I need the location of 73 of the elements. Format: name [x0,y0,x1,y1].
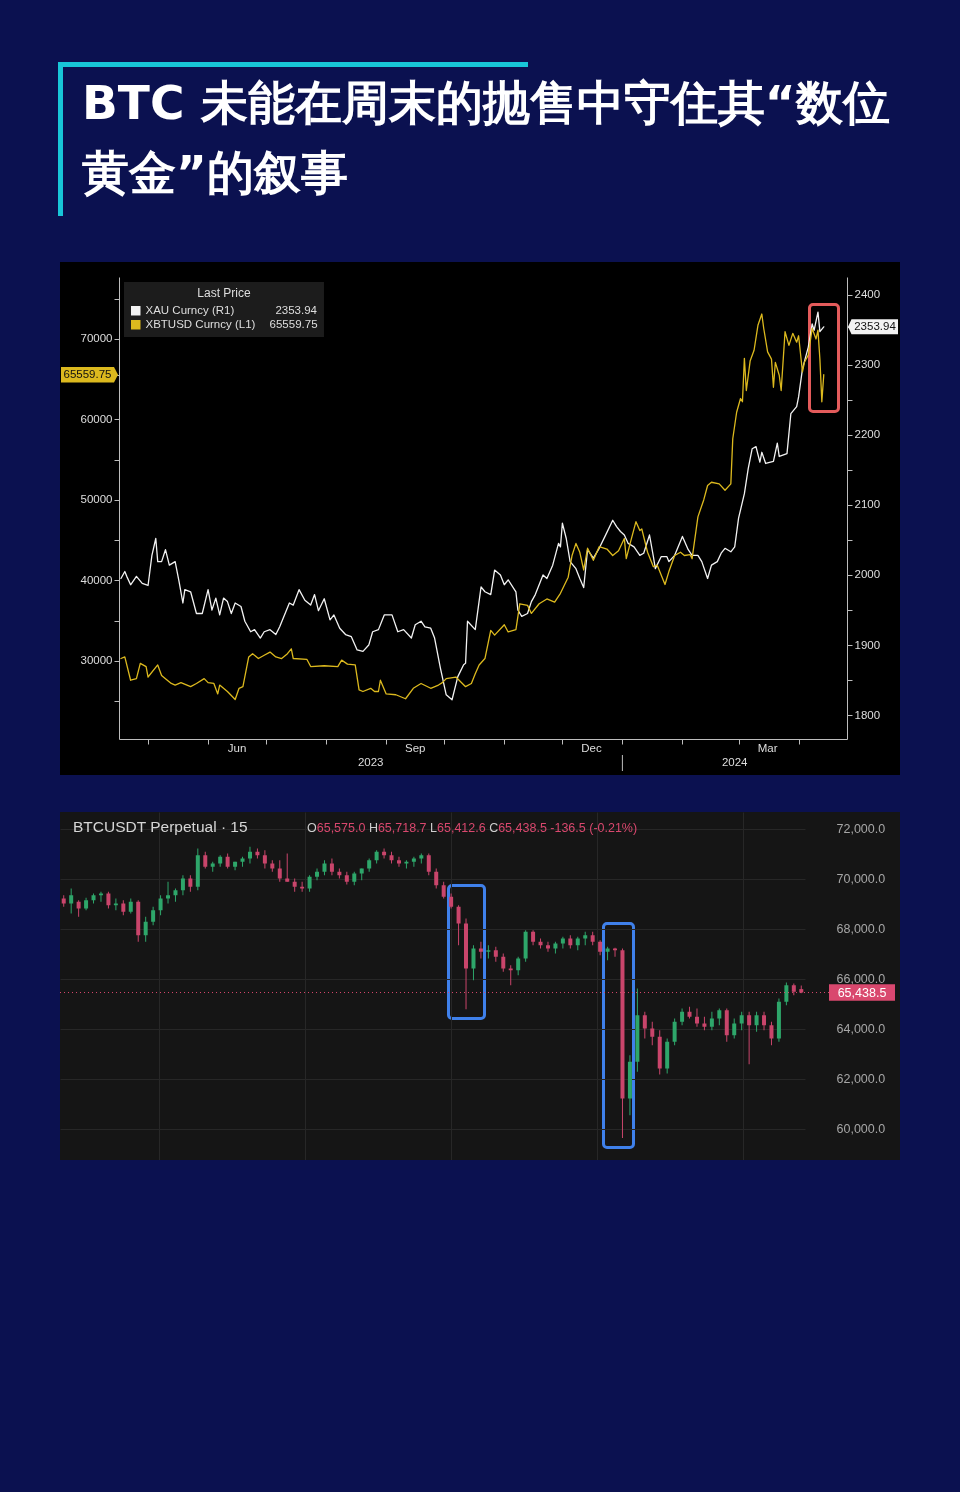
candlestick [151,906,156,926]
y2-tick-label: 2000 [854,568,881,581]
y2-tick-label: 2300 [854,358,881,371]
y-tick-label: 66,000.0 [836,972,886,986]
candlestick [694,1008,699,1028]
candlestick [262,849,267,869]
legend-title: Last Price [197,286,251,300]
candlestick [300,881,305,893]
candlestick [732,1018,737,1039]
candlestick [560,936,565,949]
candlestick [471,944,476,981]
legend-label: XAU Curncy (R1) [145,303,235,316]
candlestick [545,941,550,953]
chart-title: BTC 未能在周末的抛售中守住其“数位黄金”的叙事 [58,62,897,216]
candlestick [285,853,290,883]
y-tick-label: 62,000.0 [836,1072,886,1086]
candlestick [329,858,334,876]
annotation: O65,575.0 H65,718.7 L65,412.6 C65,438.5 -136.5 (-0.21%) [307,821,638,835]
y2-tick-label: 2200 [854,428,881,441]
candlestick [247,846,252,864]
y2-tick-label: 2353.94 [854,319,897,332]
candlestick [478,941,483,959]
candlestick [180,874,185,896]
candlestick [426,853,431,876]
candlestick [754,1011,759,1033]
y2-tick-label: 2400 [854,288,881,301]
y2-tick-label: 1800 [854,708,881,721]
candlestick [396,856,401,868]
candlestick [672,1018,677,1046]
candlestick [143,916,148,943]
ref-line-label: 65,438.5 [837,985,887,1000]
candlestick [69,888,74,914]
candlestick [739,1011,744,1031]
y2-tick-label: 1900 [854,638,881,651]
y2-tick-label: 2100 [854,498,881,511]
annotation: 65559.75 [269,317,318,330]
legend-label: XBTUSD Curncy (L1) [145,317,256,330]
x2-tick-label: 2023 [357,756,384,768]
annotation: 2353.94 [275,303,318,316]
x-tick-label: Jun [227,742,247,754]
candlestick [411,856,416,868]
candlestick [709,1011,714,1031]
y-tick-label: 68,000.0 [836,922,886,936]
candlestick [769,1021,774,1046]
candlestick [434,868,439,889]
candlestick [166,881,171,904]
candlestick [516,956,521,976]
y-tick-label: 40000 [80,573,113,586]
candlestick [762,1011,767,1031]
x-tick-label: Dec [581,742,602,754]
candlestick [747,1011,752,1065]
candlestick [642,1011,647,1039]
candlestick [315,868,320,881]
x2-tick-label: 2024 [721,756,749,768]
candlestick [456,904,461,946]
y-tick-label: 30000 [80,654,113,667]
y-tick-label: 72,000.0 [836,822,886,836]
y-tick-label: 70000 [80,332,113,345]
y-tick-label: 60000 [80,412,113,425]
y-tick-label: 50000 [80,493,113,506]
candlestick [650,1021,655,1046]
candlestick [158,894,163,916]
chart-title: BTCUSDT Perpetual · 15 [73,818,248,836]
candlestick [784,982,789,1006]
x-tick-label: Mar [757,742,778,754]
candlestick [501,953,506,973]
y-tick-label: 60,000.0 [836,1122,886,1136]
y-tick-label: 64,000.0 [836,1022,886,1036]
y-tick-label: 65559.75 [63,367,112,380]
y-tick-label: 70,000.0 [836,872,886,886]
x-tick-label: Sep [405,742,426,754]
candlestick [486,944,491,959]
candlestick [277,859,282,883]
